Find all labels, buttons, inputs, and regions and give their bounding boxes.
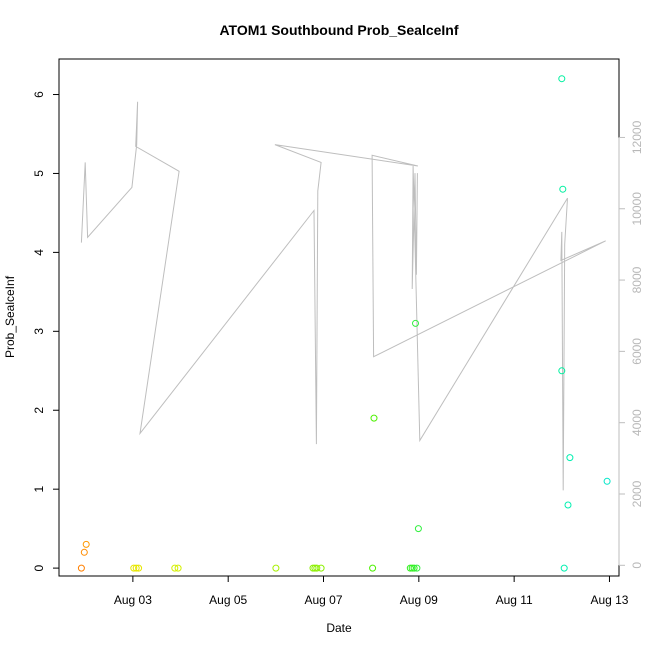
data-point — [135, 564, 143, 572]
x-tick-label: Aug 09 — [400, 593, 438, 607]
x-axis: Aug 03 Aug 05 Aug 07 Aug 09 Aug 11 Aug 13 — [114, 575, 629, 607]
series-line — [80, 101, 606, 491]
y2-tick-label: 12000 — [630, 120, 644, 154]
data-point — [369, 564, 377, 572]
y2-tick-label: 0 — [630, 562, 644, 569]
data-point — [408, 564, 416, 572]
data-point — [80, 548, 88, 556]
data-point — [309, 564, 317, 572]
y-axis-label: Prob_SealceInf — [3, 275, 17, 358]
data-point — [410, 564, 418, 572]
data-point — [566, 454, 574, 462]
y-axis: 0 1 2 3 4 5 6 — [32, 91, 60, 571]
y-tick-label: 6 — [32, 91, 46, 98]
y-tick-label: 4 — [32, 249, 46, 256]
data-point — [82, 540, 90, 548]
data-point — [132, 564, 140, 572]
y2-tick-label: 10000 — [630, 192, 644, 226]
y2-tick-label: 4000 — [630, 409, 644, 436]
x-tick-label: Aug 11 — [496, 593, 533, 607]
x-tick-label: Aug 07 — [304, 593, 342, 607]
y-tick-label: 0 — [32, 564, 46, 571]
data-point — [413, 564, 421, 572]
data-point — [558, 75, 566, 83]
data-point — [560, 564, 568, 572]
data-point — [564, 501, 572, 509]
data-point — [317, 564, 325, 572]
y2-tick-label: 2000 — [630, 480, 644, 507]
data-point — [370, 414, 378, 422]
points-layer — [77, 75, 611, 572]
data-point — [412, 319, 419, 327]
data-point — [77, 564, 85, 572]
y2-tick-label: 8000 — [630, 266, 644, 293]
y-tick-label: 5 — [32, 170, 46, 177]
x-tick-label: Aug 05 — [209, 593, 247, 607]
data-point — [174, 564, 182, 572]
y-tick-label: 3 — [32, 328, 46, 335]
data-point — [414, 525, 422, 533]
data-point — [406, 564, 414, 572]
x-axis-label: Date — [326, 621, 352, 635]
x-tick-label: Aug 13 — [590, 593, 628, 607]
y2-tick-label: 6000 — [630, 338, 644, 365]
data-point — [171, 564, 179, 572]
y2-axis: 0 2000 4000 6000 8000 10000 12000 — [618, 120, 644, 569]
data-point — [313, 564, 321, 572]
data-point — [603, 477, 611, 485]
y-tick-label: 1 — [32, 486, 46, 493]
data-point — [130, 564, 138, 572]
line-layer — [80, 101, 606, 491]
data-point — [272, 564, 280, 572]
data-point — [558, 367, 566, 375]
y-tick-label: 2 — [32, 407, 46, 414]
x-tick-label: Aug 03 — [114, 593, 152, 607]
data-point — [559, 185, 567, 193]
chart-title: ATOM1 Southbound Prob_SealceInf — [219, 22, 458, 38]
